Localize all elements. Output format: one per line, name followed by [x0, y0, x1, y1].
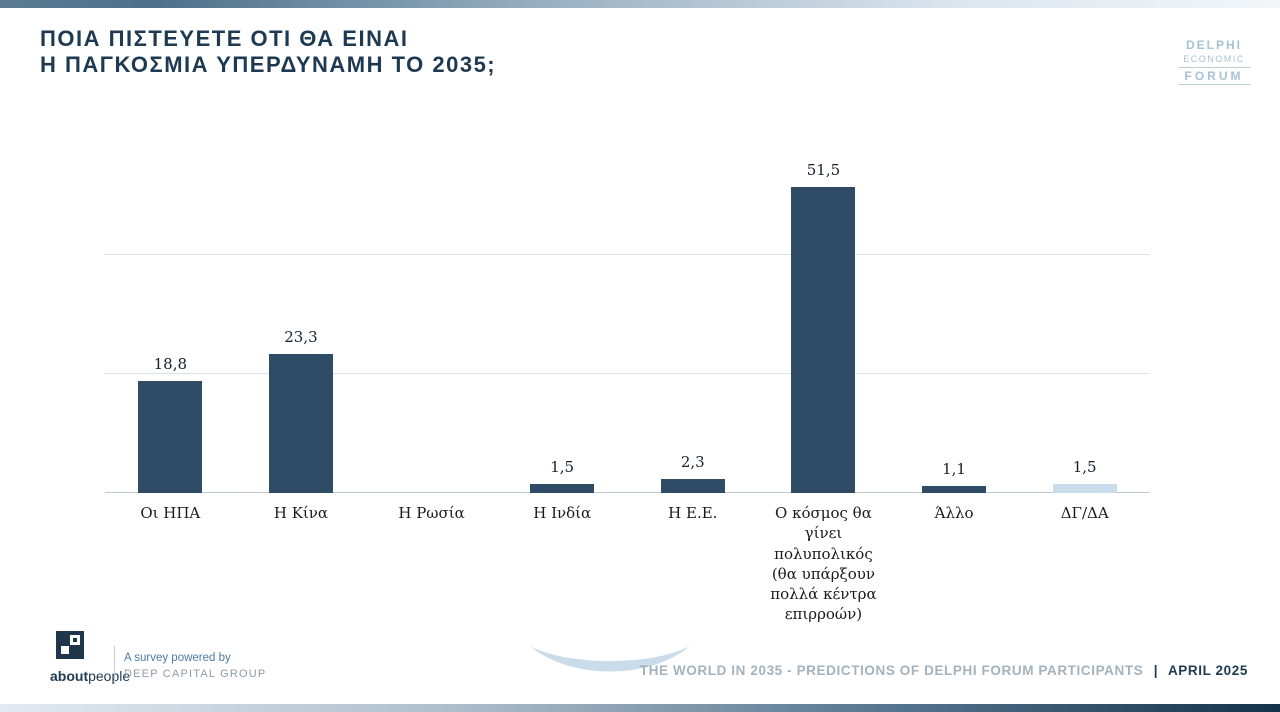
bar-column: 1,1 — [889, 148, 1020, 493]
bar-value-label: 51,5 — [806, 160, 841, 179]
bar-value-label: 1,5 — [1072, 458, 1097, 477]
bar-column — [366, 148, 497, 493]
bar-value-label: 23,3 — [284, 328, 318, 347]
bar-chart-plot-area: 18,8 23,3 1,5 2,3 51,5 1,1 1,5 — [105, 148, 1150, 493]
deep-capital-group-text: DEEP CAPITAL GROUP — [124, 668, 267, 680]
logo-text-forum: FORUM — [1178, 67, 1250, 85]
footer-caption-date: APRIL 2025 — [1167, 663, 1248, 678]
footer-caption: THE WORLD IN 2035 - PREDICTIONS OF DELPH… — [640, 663, 1248, 678]
top-gradient-strip — [0, 0, 1280, 8]
gridline — [105, 373, 1150, 375]
bar-column: 1,5 — [497, 148, 628, 493]
bar-column: 23,3 — [236, 148, 367, 493]
bars-row: 18,8 23,3 1,5 2,3 51,5 1,1 1,5 — [105, 148, 1150, 493]
footer-caption-text: THE WORLD IN 2035 - PREDICTIONS OF DELPH… — [639, 663, 1144, 678]
gridline — [105, 254, 1150, 256]
aboutpeople-logo-shape — [73, 638, 77, 642]
category-label: Άλλο — [934, 504, 974, 522]
bar-column: 51,5 — [758, 148, 889, 493]
bottom-gradient-strip — [0, 704, 1280, 712]
survey-powered-by-text: A survey powered by — [124, 652, 231, 664]
chart-title: ΠΟΙΑ ΠΙΣΤΕΥΕΤΕ ΟΤΙ ΘΑ ΕΙΝΑΙ Η ΠΑΓΚΟΣΜΙΑ … — [40, 26, 496, 79]
bar-value-label: 2,3 — [680, 453, 705, 472]
chart-title-line1: ΠΟΙΑ ΠΙΣΤΕΥΕΤΕ ΟΤΙ ΘΑ ΕΙΝΑΙ — [40, 26, 409, 51]
category-label: Οι ΗΠΑ — [140, 504, 201, 522]
bar — [138, 381, 203, 493]
aboutpeople-logo-shape — [61, 646, 69, 654]
category-label: Η Ρωσία — [398, 504, 465, 522]
aboutpeople-wordmark: aboutpeople — [50, 668, 130, 684]
category-label: Ο κόσμος θα γίνει πολυπολικός (θα υπάρξο… — [770, 504, 877, 624]
x-axis-line — [105, 492, 1150, 493]
bar — [791, 186, 856, 493]
category-label: ΔΓ/ΔΑ — [1060, 504, 1109, 522]
aboutpeople-logo — [56, 631, 84, 659]
delphi-economic-forum-logo: DELPHI ECONOMIC FORUM — [1178, 38, 1250, 85]
x-axis-category-labels: Οι ΗΠΑ Η Κίνα Η Ρωσία Η Ινδία Η Ε.Ε. Ο κόσμος… — [105, 503, 1150, 625]
bar-value-label: 1,5 — [550, 458, 575, 477]
bar-value-label: 18,8 — [153, 355, 188, 374]
chart-title-line2: Η ΠΑΓΚΟΣΜΙΑ ΥΠΕΡΔΥΝΑΜΗ ΤΟ 2035; — [40, 52, 497, 78]
bar — [1052, 484, 1117, 493]
bar — [660, 479, 725, 493]
footer-caption-separator: | — [1153, 663, 1159, 678]
survey-credit: A survey powered by DEEP CAPITAL GROUP — [124, 652, 266, 680]
category-label: Η Ινδία — [533, 504, 592, 522]
swoosh-wave-icon — [530, 646, 690, 672]
aboutpeople-wordmark-rest: people — [88, 668, 131, 684]
bar — [922, 486, 987, 493]
bar — [268, 354, 333, 493]
bar-value-label: 1,1 — [942, 460, 966, 479]
aboutpeople-wordmark-bold: about — [50, 668, 89, 684]
logo-text-delphi: DELPHI — [1185, 38, 1242, 52]
category-label: Η Ε.Ε. — [668, 504, 718, 522]
bar-column: 18,8 — [105, 148, 236, 493]
bar — [530, 484, 595, 493]
bar-column: 1,5 — [1019, 148, 1150, 493]
footer-divider — [114, 646, 115, 684]
category-label: Η Κίνα — [273, 504, 329, 522]
logo-text-economic: ECONOMIC — [1183, 54, 1245, 64]
bar-column: 2,3 — [628, 148, 759, 493]
swoosh-wave-graphic — [525, 640, 695, 691]
